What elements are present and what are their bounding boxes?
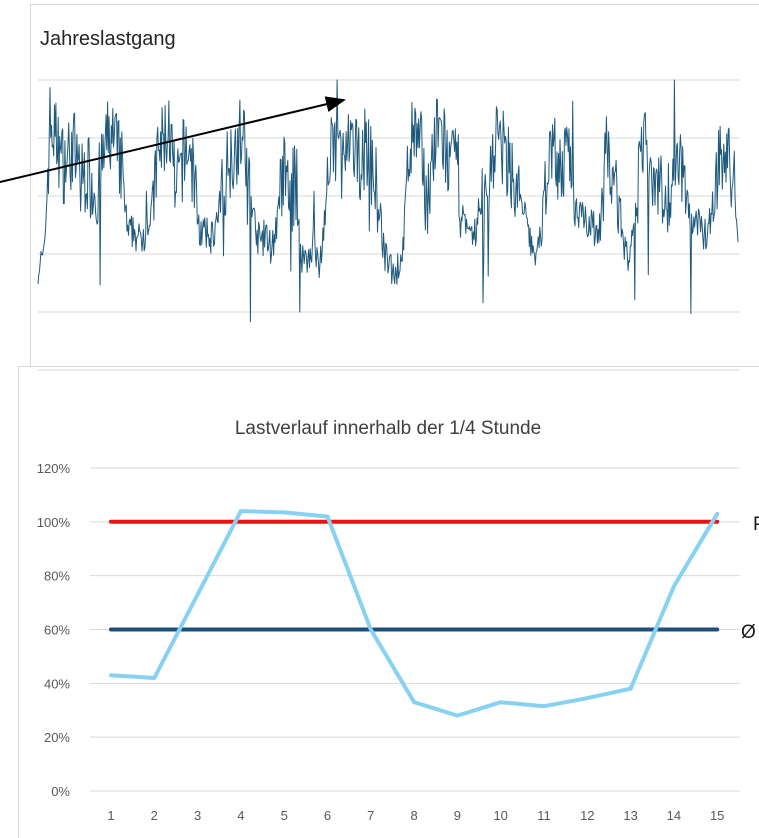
annual-load-chart-title: Jahreslastgang [40, 28, 176, 50]
x-tick-label: 8 [410, 808, 417, 823]
y-tick-label: 100% [37, 515, 71, 530]
y-tick-label: 60% [44, 623, 70, 638]
x-tick-label: 2 [151, 808, 158, 823]
x-tick-label: 7 [367, 808, 374, 823]
x-tick-label: 14 [667, 808, 681, 823]
blue-line-side-label: Ø [741, 622, 756, 643]
x-tick-label: 5 [281, 808, 288, 823]
y-tick-label: 40% [44, 676, 70, 691]
quarter-hour-chart-title: Lastverlauf innerhalb der 1/4 Stunde [235, 418, 541, 439]
y-tick-label: 80% [44, 569, 70, 584]
x-tick-label: 6 [324, 808, 331, 823]
x-tick-label: 15 [710, 808, 724, 823]
x-tick-label: 10 [493, 808, 507, 823]
x-tick-label: 12 [580, 808, 594, 823]
series-line-0 [109, 509, 720, 718]
x-tick-label: 13 [623, 808, 637, 823]
red-line-side-label: P [753, 514, 759, 535]
y-tick-label: 0% [51, 784, 70, 799]
y-tick-label: 20% [44, 730, 70, 745]
x-tick-label: 4 [237, 808, 244, 823]
y-tick-label: 120% [37, 461, 71, 476]
x-tick-label: 11 [537, 808, 551, 823]
x-tick-label: 9 [454, 808, 461, 823]
x-tick-label: 1 [107, 808, 114, 823]
annotation-arrow [0, 96, 346, 183]
annual-load-chart-panel [30, 4, 759, 386]
annual-load-series-line [37, 79, 739, 323]
quarter-hour-chart-panel [18, 366, 759, 838]
x-tick-label: 3 [194, 808, 201, 823]
